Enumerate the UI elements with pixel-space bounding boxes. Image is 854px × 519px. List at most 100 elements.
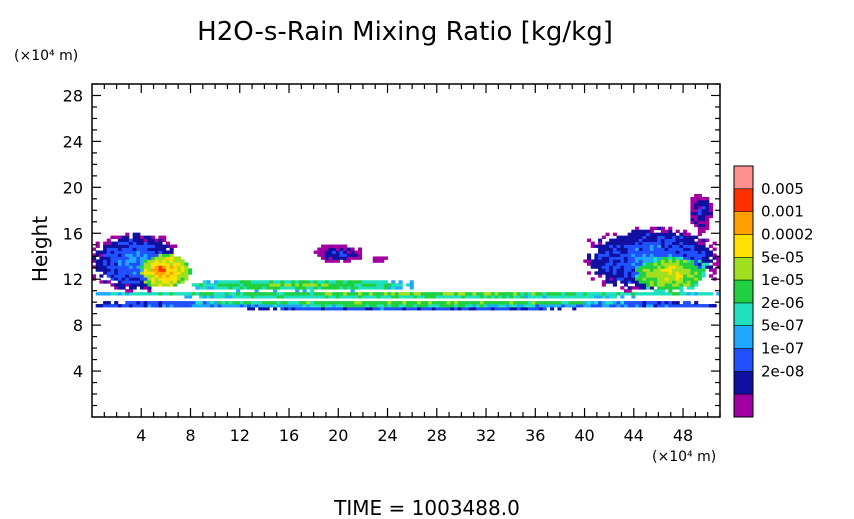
- heatmap-cell: [679, 274, 684, 278]
- heatmap-cell: [309, 280, 315, 284]
- heatmap-cell: [162, 277, 167, 281]
- heatmap-cell: [121, 280, 126, 284]
- heatmap-cell: [398, 307, 403, 311]
- heatmap-cell: [398, 304, 403, 308]
- heatmap-cell: [572, 301, 577, 305]
- heatmap-cell: [446, 301, 451, 305]
- heatmap-cell: [350, 301, 355, 305]
- heatmap-cell: [232, 280, 237, 284]
- y-tick-label: 28: [63, 86, 83, 105]
- heatmap-cell: [542, 307, 547, 311]
- heatmap-cell: [675, 292, 680, 296]
- heatmap-cell: [631, 292, 636, 296]
- heatmap-cell: [646, 271, 651, 275]
- heatmap-cell: [236, 289, 241, 293]
- heatmap-cell: [350, 256, 355, 260]
- heatmap-cell: [690, 265, 695, 269]
- heatmap-cell: [298, 286, 303, 290]
- heatmap-cell: [513, 292, 518, 296]
- heatmap-cell: [346, 280, 351, 284]
- heatmap-cell: [173, 262, 178, 266]
- heatmap-cell: [398, 292, 403, 296]
- heatmap-cell: [125, 235, 130, 239]
- heatmap-cell: [236, 304, 241, 308]
- heatmap-cell: [132, 259, 137, 263]
- heatmap-cell: [483, 295, 488, 299]
- heatmap-cell: [612, 274, 617, 278]
- heatmap-cell: [450, 301, 455, 305]
- heatmap-cell: [365, 280, 370, 284]
- heatmap-cell: [679, 283, 684, 287]
- heatmap-cell: [173, 244, 178, 248]
- heatmap-cell: [199, 295, 204, 299]
- heatmap-cell: [95, 262, 100, 266]
- heatmap-cell: [701, 265, 706, 269]
- heatmap-cell: [128, 289, 134, 293]
- heatmap-cell: [635, 250, 640, 254]
- heatmap-cell: [176, 271, 182, 275]
- heatmap-cell: [210, 283, 215, 287]
- heatmap-cell: [587, 238, 592, 242]
- heatmap-cell: [583, 259, 588, 263]
- heatmap-cell: [690, 277, 695, 281]
- heatmap-cell: [332, 286, 337, 290]
- heatmap-cell: [128, 286, 134, 290]
- heatmap-cell: [173, 280, 178, 284]
- heatmap-cell: [668, 229, 673, 234]
- heatmap-cell: [143, 283, 148, 287]
- heatmap-cell: [343, 292, 348, 296]
- heatmap-cell: [616, 241, 621, 245]
- heatmap-cell: [103, 259, 108, 263]
- heatmap-cell: [398, 283, 403, 287]
- heatmap-cell: [660, 268, 665, 272]
- heatmap-cell: [132, 235, 137, 239]
- heatmap-cell: [623, 244, 629, 248]
- heatmap-cell: [106, 259, 111, 263]
- heatmap-cell: [372, 256, 377, 260]
- heatmap-cell: [317, 283, 322, 287]
- heatmap-cell: [365, 304, 370, 308]
- heatmap-cell: [590, 301, 595, 305]
- heatmap-cell: [117, 268, 122, 272]
- heatmap-cell: [671, 286, 677, 290]
- heatmap-cell: [671, 256, 677, 260]
- heatmap-cell: [269, 304, 274, 308]
- heatmap-cell: [708, 268, 714, 272]
- heatmap-cell: [217, 292, 222, 296]
- heatmap-cell: [454, 307, 459, 311]
- heatmap-cell: [708, 244, 714, 248]
- heatmap-cell: [273, 280, 278, 284]
- heatmap-cell: [697, 304, 702, 308]
- heatmap-cell: [498, 304, 503, 308]
- heatmap-cell: [103, 292, 108, 296]
- heatmap-cell: [321, 250, 326, 254]
- heatmap-cell: [649, 253, 654, 257]
- heatmap-cell: [694, 196, 699, 201]
- heatmap-cell: [140, 262, 145, 266]
- heatmap-cell: [254, 280, 259, 284]
- heatmap-cell: [114, 265, 119, 269]
- heatmap-cell: [686, 280, 691, 284]
- heatmap-cell: [154, 292, 159, 296]
- heatmap-cell: [357, 286, 363, 290]
- heatmap-cell: [409, 280, 414, 284]
- heatmap-cell: [103, 280, 108, 284]
- heatmap-cell: [147, 256, 152, 260]
- heatmap-cell: [224, 301, 230, 305]
- heatmap-cell: [694, 304, 699, 308]
- heatmap-cell: [657, 286, 662, 290]
- heatmap-cell: [332, 307, 337, 311]
- heatmap-cell: [417, 295, 422, 299]
- heatmap-cell: [465, 295, 470, 299]
- heatmap-cell: [158, 280, 163, 284]
- heatmap-cell: [642, 259, 647, 263]
- heatmap-cell: [106, 268, 111, 272]
- heatmap-cell: [631, 250, 636, 254]
- heatmap-cell: [701, 259, 706, 263]
- heatmap-cell: [357, 295, 363, 299]
- heatmap-cell: [417, 304, 422, 308]
- heatmap-cell: [180, 274, 185, 278]
- heatmap-cell: [694, 247, 699, 251]
- heatmap-cell: [125, 301, 130, 305]
- heatmap-cell: [132, 280, 137, 284]
